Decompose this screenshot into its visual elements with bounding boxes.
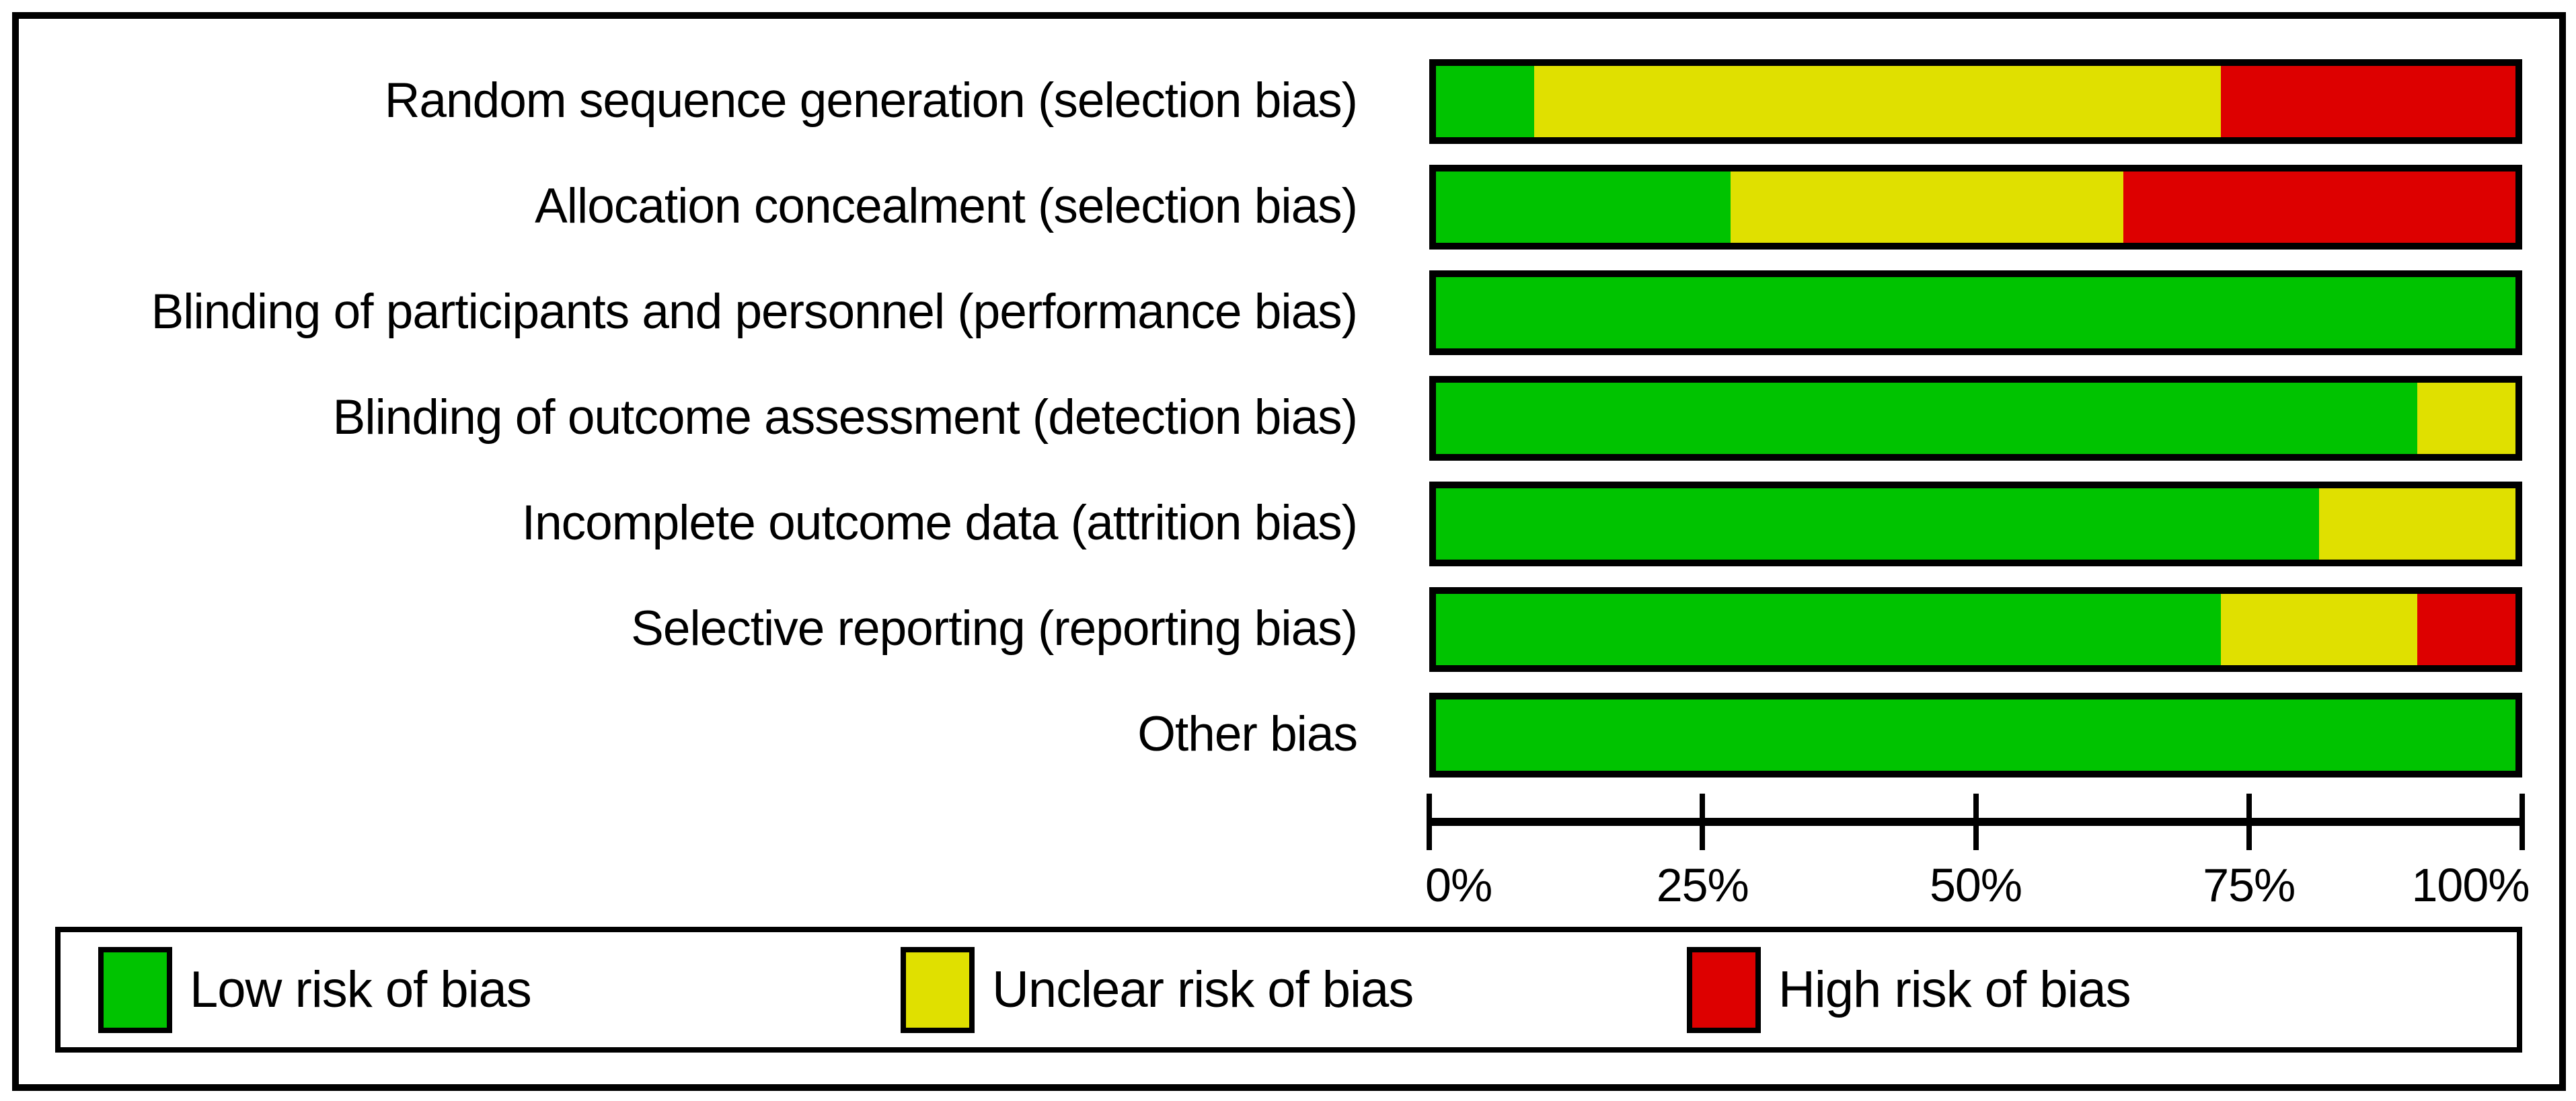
bar-segment-high-risk-of-bias xyxy=(2220,65,2515,137)
x-axis-tick-label: 25% xyxy=(1656,859,1749,911)
stacked-bar xyxy=(1429,164,2522,250)
legend-item-unclear-risk: Unclear risk of bias xyxy=(901,946,1414,1033)
bar-row: Selective reporting (reporting bias) xyxy=(19,576,2559,682)
bar-segment-low-risk-of-bias xyxy=(1436,699,2515,771)
stacked-bar xyxy=(1429,586,2522,672)
row-label-selective-reporting-reporting-bias: Selective reporting (reporting bias) xyxy=(631,601,1358,656)
row-label-blinding-of-outcome-assessment-detection: Blinding of outcome assessment (detectio… xyxy=(332,390,1358,445)
x-axis-tick xyxy=(2520,794,2525,850)
bar-segment-low-risk-of-bias xyxy=(1436,488,2319,560)
x-axis-tick-label: 0% xyxy=(1425,859,1492,911)
legend-label-high-risk: High risk of bias xyxy=(1778,961,2131,1018)
stacked-bar xyxy=(1429,692,2522,777)
bar-segment-unclear-risk-of-bias xyxy=(2417,382,2515,454)
stacked-bar xyxy=(1429,59,2522,144)
bar-row: Random sequence generation (selection bi… xyxy=(19,48,2559,154)
bar-segment-unclear-risk-of-bias xyxy=(2318,488,2515,560)
legend: Low risk of bias Unclear risk of bias Hi… xyxy=(55,927,2522,1053)
row-label-other-bias: Other bias xyxy=(1137,707,1358,762)
legend-item-low-risk: Low risk of bias xyxy=(98,946,532,1033)
bar-segment-high-risk-of-bias xyxy=(2123,171,2515,243)
bar-segment-unclear-risk-of-bias xyxy=(1534,65,2221,137)
x-axis-tick xyxy=(1973,794,1979,850)
bar-row: Blinding of outcome assessment (detectio… xyxy=(19,365,2559,471)
legend-swatch-high-risk-icon xyxy=(1687,946,1761,1033)
figure-border: Random sequence generation (selection bi… xyxy=(12,12,2566,1091)
legend-item-high-risk: High risk of bias xyxy=(1687,946,2131,1033)
bar-row: Blinding of participants and personnel (… xyxy=(19,260,2559,365)
bar-segment-low-risk-of-bias xyxy=(1436,171,1731,243)
legend-label-unclear-risk: Unclear risk of bias xyxy=(992,961,1414,1018)
x-axis-tick-label: 75% xyxy=(2203,859,2296,911)
legend-swatch-low-risk-icon xyxy=(98,946,172,1033)
bar-segment-low-risk-of-bias xyxy=(1436,65,1535,137)
bar-row: Incomplete outcome data (attrition bias) xyxy=(19,471,2559,576)
row-label-incomplete-outcome-data-attrition-bias: Incomplete outcome data (attrition bias) xyxy=(521,496,1358,551)
stacked-bar xyxy=(1429,270,2522,355)
bar-segment-low-risk-of-bias xyxy=(1436,593,2221,665)
x-axis-tick xyxy=(1700,794,1706,850)
bar-row: Allocation concealment (selection bias) xyxy=(19,154,2559,260)
bar-segment-low-risk-of-bias xyxy=(1436,276,2515,348)
bar-segment-low-risk-of-bias xyxy=(1436,382,2417,454)
x-axis-tick xyxy=(1427,794,1432,850)
row-label-random-sequence-generation-selection-bia: Random sequence generation (selection bi… xyxy=(384,73,1358,128)
x-axis-tick xyxy=(2246,794,2252,850)
x-axis-tick-label: 50% xyxy=(1929,859,2022,911)
bar-segment-high-risk-of-bias xyxy=(2417,593,2515,665)
bar-row: Other bias xyxy=(19,682,2559,788)
bar-segment-unclear-risk-of-bias xyxy=(2220,593,2417,665)
legend-swatch-unclear-risk-icon xyxy=(901,946,975,1033)
x-axis: 0% 25% 50% 75% 100% xyxy=(1425,794,2530,935)
bar-segment-unclear-risk-of-bias xyxy=(1731,171,2124,243)
stacked-bar xyxy=(1429,375,2522,461)
x-axis-tick-label: 100% xyxy=(2411,859,2530,911)
legend-label-low-risk: Low risk of bias xyxy=(190,961,532,1018)
bar-rows: Random sequence generation (selection bi… xyxy=(19,48,2559,788)
row-label-blinding-of-participants-and-personnel-p: Blinding of participants and personnel (… xyxy=(151,284,1358,340)
stacked-bar xyxy=(1429,481,2522,566)
row-label-allocation-concealment-selection-bias: Allocation concealment (selection bias) xyxy=(535,179,1358,234)
